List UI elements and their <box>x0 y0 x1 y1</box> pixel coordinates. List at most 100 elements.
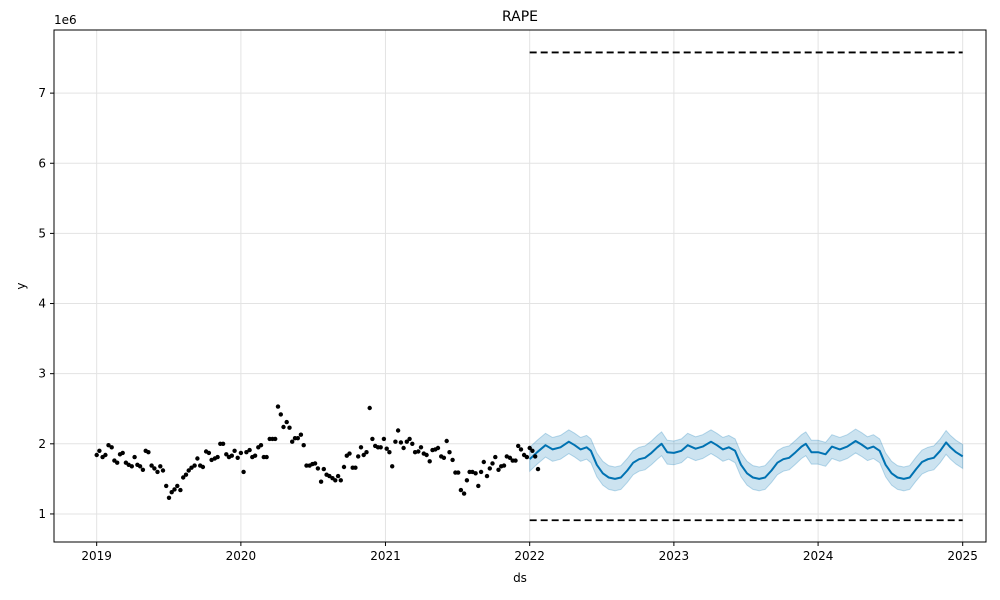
observed-point <box>189 465 194 470</box>
observed-point <box>166 495 172 500</box>
observed-point <box>358 445 364 450</box>
observed-point <box>473 471 478 476</box>
forecast-line <box>529 440 964 480</box>
observed-point <box>195 456 200 461</box>
observed-point <box>458 487 464 493</box>
observed-point <box>461 491 467 496</box>
grid <box>54 30 986 542</box>
observed-point <box>258 443 264 448</box>
uncertainty-band-layer <box>529 428 964 492</box>
observed-point <box>327 473 332 479</box>
observed-point <box>496 467 501 472</box>
x-tick-label: 2020 <box>226 549 257 563</box>
observed-point <box>333 478 338 483</box>
y-tick-label: 5 <box>38 226 46 240</box>
observed-point <box>149 463 154 468</box>
observed-point <box>530 448 535 453</box>
observed-point <box>516 443 521 449</box>
observed-point <box>235 455 240 460</box>
x-tick-label: 2022 <box>514 549 545 563</box>
observed-point <box>169 490 174 495</box>
observed-point <box>275 404 281 409</box>
observed-point <box>175 483 180 489</box>
observed-point <box>395 428 401 433</box>
observed-point <box>401 445 406 451</box>
observed-point <box>370 436 375 442</box>
observed-point <box>444 438 449 444</box>
observed-point <box>418 445 424 450</box>
observed-point <box>404 439 409 444</box>
observed-point <box>427 459 432 464</box>
forecast-line-layer <box>529 440 964 480</box>
observed-point <box>367 405 372 411</box>
observed-point <box>278 412 283 417</box>
observed-point <box>172 487 177 492</box>
observed-point <box>381 436 387 442</box>
observed-point <box>364 450 369 455</box>
observed-point <box>353 465 358 470</box>
observed-point <box>120 450 125 456</box>
x-tick-label: 2024 <box>803 549 834 563</box>
observed-point <box>450 457 455 463</box>
observed-point <box>290 439 295 444</box>
observed-point <box>192 463 197 468</box>
observed-point <box>244 450 249 455</box>
observed-point <box>301 443 306 448</box>
y-axis-title: y <box>14 282 28 289</box>
observed-point <box>181 475 186 480</box>
observed-point <box>146 450 151 455</box>
observed-point <box>407 436 412 442</box>
observed-point <box>447 450 452 455</box>
observed-point <box>341 464 347 470</box>
observed-point <box>527 445 532 451</box>
x-tick-label: 2025 <box>947 549 978 563</box>
observed-point <box>206 450 212 456</box>
observed-point <box>441 455 447 460</box>
observed-point <box>238 450 244 456</box>
observed-point <box>478 469 484 475</box>
observed-point <box>393 439 398 444</box>
cap-lines <box>529 51 963 522</box>
observed-point <box>103 452 108 458</box>
observed-point <box>424 452 429 458</box>
observed-point <box>484 473 490 479</box>
observed-point <box>215 454 220 460</box>
observed-point <box>298 432 304 437</box>
observed-point <box>200 464 206 470</box>
observed-point <box>338 478 343 483</box>
observed-point <box>533 454 538 459</box>
observed-point <box>464 478 470 483</box>
observed-point <box>518 447 524 452</box>
uncertainty-band <box>529 428 964 492</box>
observed-point <box>535 466 541 472</box>
observed-point <box>284 419 289 425</box>
observed-point <box>384 446 389 451</box>
x-axis-title: ds <box>513 571 527 585</box>
observed-point <box>97 448 102 453</box>
axis-ticks: 2019 2020 2021 2022 2023 2024 2025 1 2 3 4 5 6 7 <box>38 86 978 563</box>
observed-point <box>106 443 111 448</box>
observed-point <box>435 445 441 451</box>
observed-point <box>513 458 518 463</box>
x-tick-label: 2019 <box>81 549 112 563</box>
observed-point <box>164 483 169 489</box>
observed-point <box>304 463 309 468</box>
y-tick-label: 4 <box>38 297 46 311</box>
observed-point <box>387 450 392 455</box>
observed-point <box>398 440 404 445</box>
observed-point <box>361 452 366 458</box>
chart-title: RAPE <box>502 9 538 25</box>
observed-point <box>264 454 269 460</box>
observed-point <box>115 460 120 465</box>
observed-point <box>490 461 495 466</box>
observed-point <box>493 454 498 460</box>
x-tick-label: 2023 <box>659 549 690 563</box>
observed-point <box>287 425 292 430</box>
observed-point <box>94 452 99 458</box>
observed-point <box>155 469 160 475</box>
observed-point <box>487 466 492 471</box>
observed-point <box>456 470 461 475</box>
observed-point <box>129 464 134 469</box>
y-tick-label: 7 <box>38 86 46 100</box>
observed-point <box>252 453 258 458</box>
